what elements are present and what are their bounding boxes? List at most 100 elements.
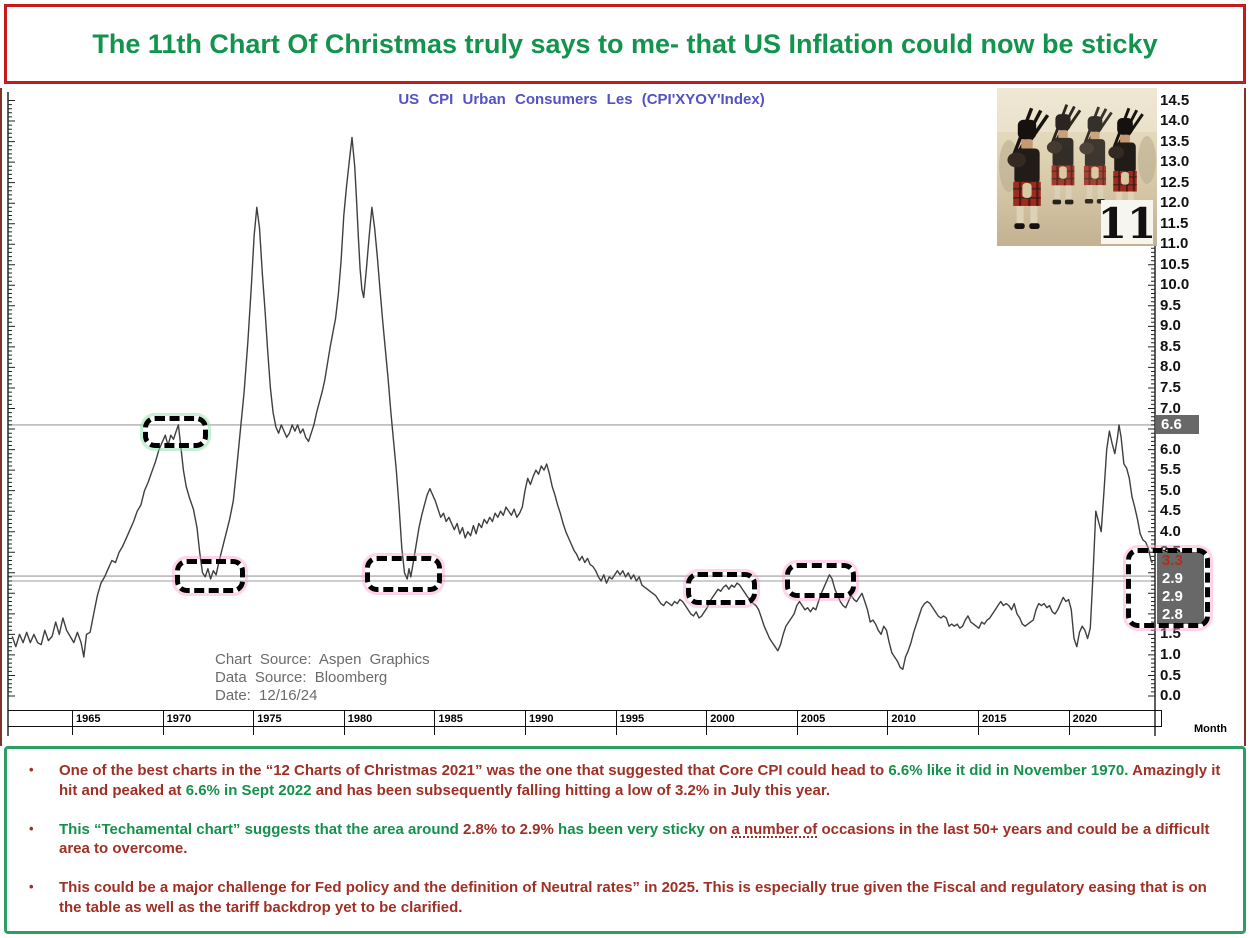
bullet-text: This “Techamental chart” suggests that t… bbox=[59, 820, 1223, 860]
axis-value-tag: 2.8 bbox=[1157, 605, 1204, 624]
y-axis-label: 1.5 bbox=[1160, 625, 1181, 643]
chart-source-line: Chart Source: Aspen Graphics bbox=[215, 651, 430, 668]
tag-6-6: 6.6 bbox=[1156, 415, 1199, 435]
left-edge-border bbox=[0, 88, 2, 746]
x-axis-year-label: 2000 bbox=[710, 713, 735, 725]
bullet-dot: • bbox=[29, 762, 34, 777]
x-axis-tick bbox=[253, 711, 255, 735]
y-axis-label: 14.5 bbox=[1160, 91, 1190, 109]
text-segment: This could be a major challenge for Fed … bbox=[59, 879, 1207, 916]
y-axis-label: 14.0 bbox=[1160, 112, 1190, 129]
x-axis-tick bbox=[978, 711, 979, 735]
x-axis-tick bbox=[162, 711, 164, 735]
bullet-item: • One of the best charts in the “12 Chart… bbox=[21, 761, 1223, 801]
chart-source-note: Chart Source: Aspen Graphics Data Source… bbox=[215, 651, 430, 705]
axis-value-tag: 2.9 bbox=[1157, 569, 1204, 588]
annotation-box-red bbox=[685, 572, 757, 605]
y-axis-label: 13.5 bbox=[1160, 132, 1190, 150]
y-axis-label: 0.0 bbox=[1160, 687, 1181, 704]
x-axis-year-label: 1980 bbox=[347, 713, 373, 725]
y-axis-label: 9.5 bbox=[1160, 296, 1181, 314]
bullet-item: • This “Techamental chart” suggests that … bbox=[21, 820, 1223, 860]
cpi-line bbox=[11, 136, 1153, 670]
annotation-box-red bbox=[365, 556, 442, 593]
text-segment: 2.8% to 2.9% bbox=[462, 820, 554, 838]
x-axis-tick bbox=[1068, 711, 1070, 735]
badge-11: 11 bbox=[1098, 199, 1156, 246]
y-axis-label: 6.0 bbox=[1160, 440, 1181, 458]
text-segment: 6.6% like it did in November 1970. bbox=[888, 762, 1129, 779]
axis-ticks bbox=[8, 100, 1155, 697]
text-segment: occasions in the last 50+ years and coul… bbox=[59, 820, 1210, 858]
bullet-text: This could be a major challenge for Fed … bbox=[59, 878, 1223, 918]
x-axis-year-label: 1990 bbox=[529, 713, 554, 725]
x-axis-tick bbox=[72, 711, 73, 735]
x-axis-year-label: 2020 bbox=[1072, 713, 1098, 725]
text-segment: has been very sticky bbox=[553, 820, 709, 838]
y-axis-label: 10.5 bbox=[1160, 255, 1190, 273]
text-segment: a number of bbox=[731, 820, 818, 838]
x-axis-year-label: 1985 bbox=[438, 713, 463, 725]
y-axis-label: 13.0 bbox=[1160, 153, 1190, 171]
page-title: The 11th Chart Of Christmas truly says t… bbox=[92, 28, 1158, 59]
bagpipers-image: 11 bbox=[997, 88, 1157, 246]
bullet-dot: • bbox=[29, 879, 34, 895]
x-axis-tick bbox=[525, 711, 526, 735]
x-axis-unit-label: Month bbox=[1194, 723, 1227, 735]
right-edge-border bbox=[1244, 88, 1246, 746]
x-axis-year-label: 2010 bbox=[891, 713, 916, 725]
y-axis-label: 9.0 bbox=[1160, 317, 1181, 335]
x-axis-year-label: 1965 bbox=[76, 713, 101, 725]
annotation-box-red bbox=[785, 562, 856, 598]
data-source-line: Data Source: Bloomberg bbox=[215, 669, 388, 686]
x-axis-tick bbox=[706, 711, 708, 735]
y-axis-label: 7.0 bbox=[1160, 399, 1181, 417]
text-segment: This “Techamental chart” suggests that t… bbox=[59, 820, 463, 838]
badge-background bbox=[1101, 200, 1153, 244]
x-axis-tick bbox=[343, 711, 345, 735]
commentary-box: • One of the best charts in the “12 Chart… bbox=[4, 746, 1246, 934]
y-axis-label: 4.5 bbox=[1160, 502, 1181, 520]
y-axis-label: 5.5 bbox=[1160, 461, 1181, 479]
bullet-list: • One of the best charts in the “12 Chart… bbox=[21, 761, 1223, 918]
x-axis-tick bbox=[615, 711, 617, 735]
text-segment: 6.6% in Sept 2022 bbox=[185, 781, 312, 799]
x-axis-tick bbox=[796, 711, 798, 735]
y-axis-label: 12.0 bbox=[1160, 194, 1190, 212]
annotation-box-red bbox=[1126, 548, 1210, 628]
y-axis-label: 7.5 bbox=[1160, 379, 1181, 396]
annotation-box-red bbox=[174, 558, 245, 593]
x-axis-year-label: 1995 bbox=[619, 713, 645, 725]
x-axis-year-label: 1970 bbox=[166, 713, 192, 725]
text-segment: on bbox=[708, 820, 732, 838]
y-axis-label: 8.0 bbox=[1160, 358, 1181, 376]
y-axis-label: 5.0 bbox=[1160, 481, 1181, 499]
y-axis-label: 11.0 bbox=[1160, 235, 1189, 253]
x-axis-year-label: 2005 bbox=[800, 713, 826, 725]
text-segment: and has been subsequently falling hittin… bbox=[311, 781, 831, 799]
y-axis-label: 4.0 bbox=[1160, 522, 1181, 540]
y-axis-label: 0.5 bbox=[1160, 666, 1181, 684]
text-segment: One of the best charts in the “12 Charts… bbox=[59, 762, 889, 779]
y-axis-label: 10.0 bbox=[1160, 276, 1190, 294]
bullet-text: One of the best charts in the “12 Charts… bbox=[59, 761, 1223, 801]
bullet-item: • This could be a major challenge for Fed… bbox=[21, 878, 1223, 918]
y-axis-label: 11.5 bbox=[1160, 214, 1189, 232]
y-axis-label: 12.5 bbox=[1160, 173, 1190, 191]
bullet-dot: • bbox=[29, 820, 34, 836]
y-axis-label: 1.0 bbox=[1160, 645, 1181, 663]
x-axis-tick bbox=[434, 711, 436, 735]
annotation-box-green bbox=[142, 415, 208, 448]
chart-title: US CPI Urban Consumers Les (CPI'XYOY'Ind… bbox=[398, 91, 765, 108]
axis-value-tag: 3.3 bbox=[1157, 551, 1204, 570]
x-axis-year-label: 2015 bbox=[982, 713, 1007, 725]
text-segment: Amazingly it hit and peaked at bbox=[59, 762, 1221, 799]
x-axis: 1965 1970 1975 1980 1985 1990 1995 2000 2005 2010… bbox=[8, 710, 1162, 735]
title-box: The 11th Chart Of Christmas truly says t… bbox=[4, 4, 1246, 84]
axis-value-tag: 2.9 bbox=[1157, 587, 1204, 606]
y-axis-label: 8.5 bbox=[1160, 337, 1181, 355]
x-axis-year-label: 1975 bbox=[257, 713, 282, 725]
date-line: Date: 12/16/24 bbox=[215, 687, 318, 704]
